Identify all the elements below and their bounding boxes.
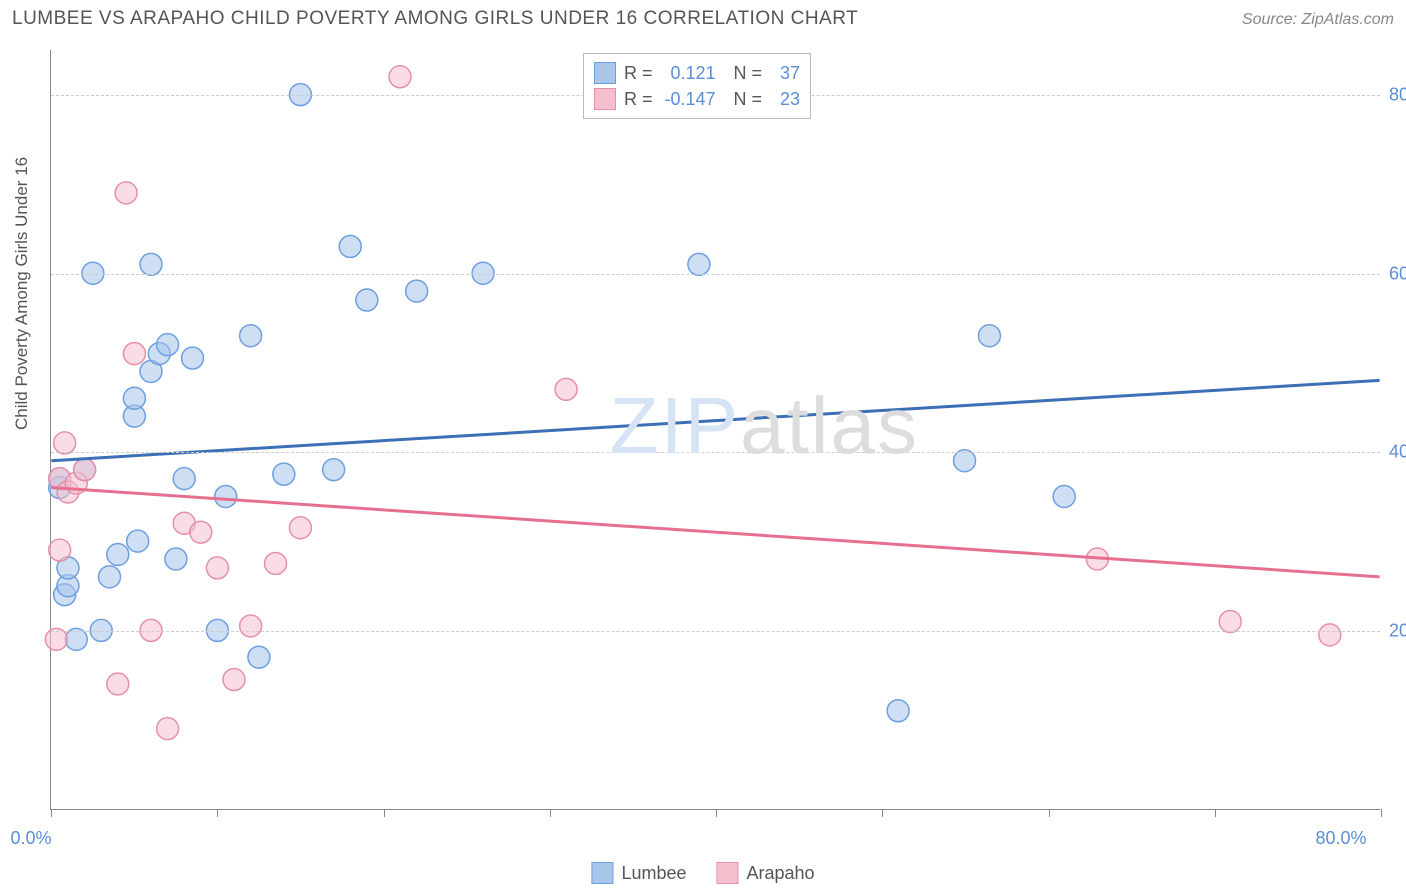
data-point — [289, 517, 311, 539]
r-value: 0.121 — [661, 63, 716, 84]
x-tick — [716, 809, 717, 817]
data-point — [99, 566, 121, 588]
data-point — [206, 557, 228, 579]
data-point — [123, 343, 145, 365]
regression-line — [51, 488, 1379, 577]
data-point — [339, 235, 361, 257]
gridline-h — [51, 452, 1380, 453]
x-tick — [1381, 809, 1382, 817]
data-point — [223, 669, 245, 691]
data-point — [107, 544, 129, 566]
y-tick-label: 80.0% — [1385, 84, 1406, 105]
r-value: -0.147 — [661, 89, 716, 110]
r-label: R = — [624, 63, 653, 84]
data-point — [182, 347, 204, 369]
data-point — [265, 552, 287, 574]
data-point — [107, 673, 129, 695]
data-point — [555, 378, 577, 400]
data-point — [1319, 624, 1341, 646]
data-point — [978, 325, 1000, 347]
data-point — [406, 280, 428, 302]
n-value: 37 — [770, 63, 800, 84]
data-point — [173, 468, 195, 490]
x-tick — [1215, 809, 1216, 817]
data-point — [248, 646, 270, 668]
regression-line — [51, 380, 1379, 460]
plot-svg — [51, 50, 1380, 809]
source-prefix: Source: — [1242, 11, 1302, 28]
data-point — [54, 432, 76, 454]
y-tick-label: 20.0% — [1385, 621, 1406, 642]
data-point — [240, 615, 262, 637]
chart-title: LUMBEE VS ARAPAHO CHILD POVERTY AMONG GI… — [12, 8, 858, 30]
gridline-h — [51, 274, 1380, 275]
swatch-arapaho — [717, 862, 739, 884]
stats-row: R = -0.147 N = 23 — [594, 86, 800, 112]
data-point — [356, 289, 378, 311]
x-tick-label: 0.0% — [10, 828, 51, 849]
r-label: R = — [624, 89, 653, 110]
source-name: ZipAtlas.com — [1302, 11, 1394, 28]
x-tick — [217, 809, 218, 817]
legend-item-lumbee: Lumbee — [591, 862, 686, 884]
header-row: LUMBEE VS ARAPAHO CHILD POVERTY AMONG GI… — [12, 8, 1394, 30]
x-tick — [882, 809, 883, 817]
data-point — [157, 334, 179, 356]
data-point — [127, 530, 149, 552]
data-point — [240, 325, 262, 347]
data-point — [74, 459, 96, 481]
data-point — [115, 182, 137, 204]
swatch-lumbee — [591, 862, 613, 884]
stats-legend: R = 0.121 N = 37 R = -0.147 N = 23 — [583, 53, 811, 119]
stats-swatch — [594, 62, 616, 84]
data-point — [140, 253, 162, 275]
stats-swatch — [594, 88, 616, 110]
data-point — [49, 539, 71, 561]
data-point — [273, 463, 295, 485]
data-point — [389, 66, 411, 88]
data-point — [1053, 485, 1075, 507]
data-point — [688, 253, 710, 275]
data-point — [123, 387, 145, 409]
data-point — [323, 459, 345, 481]
x-tick — [384, 809, 385, 817]
legend-label-arapaho: Arapaho — [747, 863, 815, 884]
legend-label-lumbee: Lumbee — [621, 863, 686, 884]
source-credit: Source: ZipAtlas.com — [1242, 11, 1394, 29]
legend-item-arapaho: Arapaho — [717, 862, 815, 884]
x-tick — [51, 809, 52, 817]
data-point — [1219, 610, 1241, 632]
y-tick-label: 60.0% — [1385, 263, 1406, 284]
scatter-plot: 20.0%40.0%60.0%80.0%0.0%80.0%ZIPatlasR =… — [50, 50, 1380, 810]
data-point — [157, 718, 179, 740]
n-label: N = — [734, 89, 763, 110]
x-tick — [550, 809, 551, 817]
data-point — [215, 485, 237, 507]
stats-row: R = 0.121 N = 37 — [594, 60, 800, 86]
data-point — [887, 700, 909, 722]
data-point — [165, 548, 187, 570]
x-tick-label: 80.0% — [1315, 828, 1366, 849]
n-label: N = — [734, 63, 763, 84]
data-point — [190, 521, 212, 543]
gridline-h — [51, 631, 1380, 632]
y-axis-title: Child Poverty Among Girls Under 16 — [12, 157, 32, 430]
series-legend: Lumbee Arapaho — [591, 862, 814, 884]
x-tick — [1049, 809, 1050, 817]
y-tick-label: 40.0% — [1385, 442, 1406, 463]
n-value: 23 — [770, 89, 800, 110]
